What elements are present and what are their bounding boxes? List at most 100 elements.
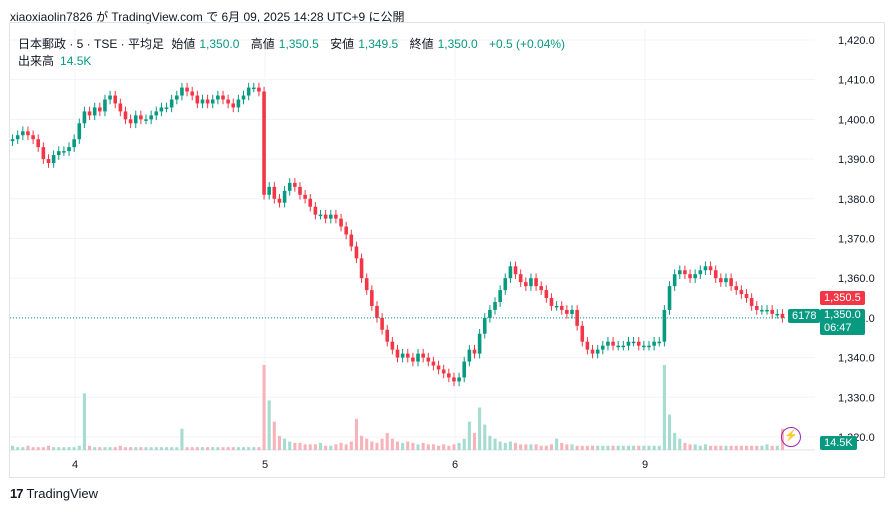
volume-value: 14.5K bbox=[60, 54, 92, 68]
candle-body bbox=[257, 87, 261, 92]
candle-body bbox=[513, 266, 518, 275]
candle-body bbox=[241, 95, 246, 100]
volume-bar bbox=[770, 445, 774, 450]
candle-body bbox=[477, 333, 482, 354]
candle-body bbox=[482, 317, 487, 334]
volume-bar bbox=[714, 445, 718, 450]
volume-bar bbox=[236, 447, 240, 450]
close-value: 1,350.0 bbox=[437, 37, 478, 51]
candle-body bbox=[262, 91, 266, 195]
candle-body bbox=[713, 270, 718, 279]
candle-body bbox=[595, 349, 600, 354]
volume-bar bbox=[616, 445, 620, 450]
candle-body bbox=[529, 278, 533, 287]
candle-body bbox=[452, 377, 456, 382]
candle-body bbox=[251, 87, 256, 90]
volume-bar bbox=[775, 445, 779, 450]
volume-bar bbox=[575, 445, 579, 450]
volume-bar bbox=[596, 445, 600, 450]
volume-bar bbox=[498, 441, 502, 450]
candle-body bbox=[580, 325, 585, 342]
candle-body bbox=[205, 99, 210, 104]
x-tick-label: 4 bbox=[72, 459, 78, 471]
x-tick-label: 9 bbox=[642, 459, 648, 471]
candle-body bbox=[164, 107, 169, 109]
high-price-badge: 1,350.5 bbox=[820, 291, 865, 305]
volume-bar bbox=[380, 438, 384, 450]
volume-bar bbox=[652, 445, 656, 450]
published-text: が TradingView.com で 6月 09, 2025 14:28 UT… bbox=[96, 10, 405, 24]
close-label: 終値 bbox=[409, 37, 434, 51]
volume-bar bbox=[93, 447, 97, 450]
low-label: 安値 bbox=[330, 37, 355, 51]
candle-body bbox=[51, 155, 56, 164]
candle-body bbox=[657, 341, 662, 344]
volume-bar bbox=[324, 445, 328, 450]
volume-bar bbox=[134, 447, 138, 450]
volume-bar bbox=[483, 424, 487, 450]
open-label: 始値 bbox=[171, 37, 196, 51]
high-label: 高値 bbox=[250, 37, 275, 51]
candle-body bbox=[719, 278, 723, 283]
footer-brand[interactable]: 17 TradingView bbox=[10, 486, 98, 501]
candle-body bbox=[780, 313, 785, 318]
volume-bar bbox=[411, 442, 415, 450]
volume-bar bbox=[667, 414, 672, 450]
candle-body bbox=[10, 139, 15, 142]
candle-body bbox=[544, 290, 549, 299]
volume-bar bbox=[642, 445, 646, 450]
candle-body bbox=[72, 139, 76, 148]
candle-body bbox=[539, 286, 544, 291]
candle-body bbox=[354, 246, 359, 259]
candle-body bbox=[739, 290, 744, 295]
high-value: 1,350.5 bbox=[278, 37, 319, 51]
candle-body bbox=[688, 274, 692, 279]
candle-body bbox=[41, 147, 46, 160]
y-tick-label: 1,420.0 bbox=[838, 35, 875, 47]
y-tick-label: 1,330.0 bbox=[838, 392, 875, 404]
volume-bar bbox=[185, 447, 189, 450]
volume-bar bbox=[560, 442, 564, 450]
volume-bar bbox=[570, 444, 574, 450]
author-name[interactable]: xiaoxiaolin7826 bbox=[10, 10, 93, 24]
volume-bar bbox=[190, 447, 194, 450]
volume-bar bbox=[467, 421, 471, 450]
volume-bar bbox=[514, 442, 518, 450]
volume-bar bbox=[760, 445, 764, 450]
candle-body bbox=[334, 214, 338, 219]
candle-body bbox=[416, 353, 420, 362]
candle-body bbox=[370, 290, 374, 306]
candle-body bbox=[554, 305, 559, 308]
y-tick-label: 1,360.0 bbox=[838, 273, 875, 285]
volume-bar bbox=[67, 447, 71, 450]
volume-bar bbox=[462, 438, 466, 450]
candle-body bbox=[559, 305, 564, 310]
candle-body bbox=[221, 95, 225, 100]
candle-body bbox=[123, 111, 128, 120]
change-value: +0.5 (+0.04%) bbox=[488, 37, 566, 51]
volume-bar bbox=[36, 447, 40, 450]
candle-body bbox=[303, 194, 307, 199]
volume-bar bbox=[108, 447, 112, 450]
x-tick-label: 5 bbox=[262, 459, 268, 471]
candle-body bbox=[154, 111, 159, 116]
volume-bar bbox=[724, 445, 728, 450]
volume-bar bbox=[744, 445, 749, 450]
candle-body bbox=[359, 258, 364, 279]
y-tick-label: 1,370.0 bbox=[838, 233, 875, 245]
candle-body bbox=[662, 309, 667, 342]
symbol-label[interactable]: 日本郵政 · 5 · TSE · 平均足 bbox=[18, 37, 165, 51]
volume-bar bbox=[31, 447, 35, 450]
y-tick-label: 1,340.0 bbox=[838, 353, 875, 365]
candle-body bbox=[426, 357, 431, 362]
candle-body bbox=[760, 309, 764, 312]
candle-body bbox=[159, 107, 164, 112]
volume-bar bbox=[375, 442, 379, 450]
candle-body bbox=[400, 353, 405, 358]
lightning-icon[interactable]: ⚡ bbox=[781, 427, 801, 447]
candle-body bbox=[395, 349, 400, 358]
candle-body bbox=[457, 377, 461, 382]
volume-bar bbox=[539, 445, 543, 450]
candle-body bbox=[31, 135, 35, 140]
